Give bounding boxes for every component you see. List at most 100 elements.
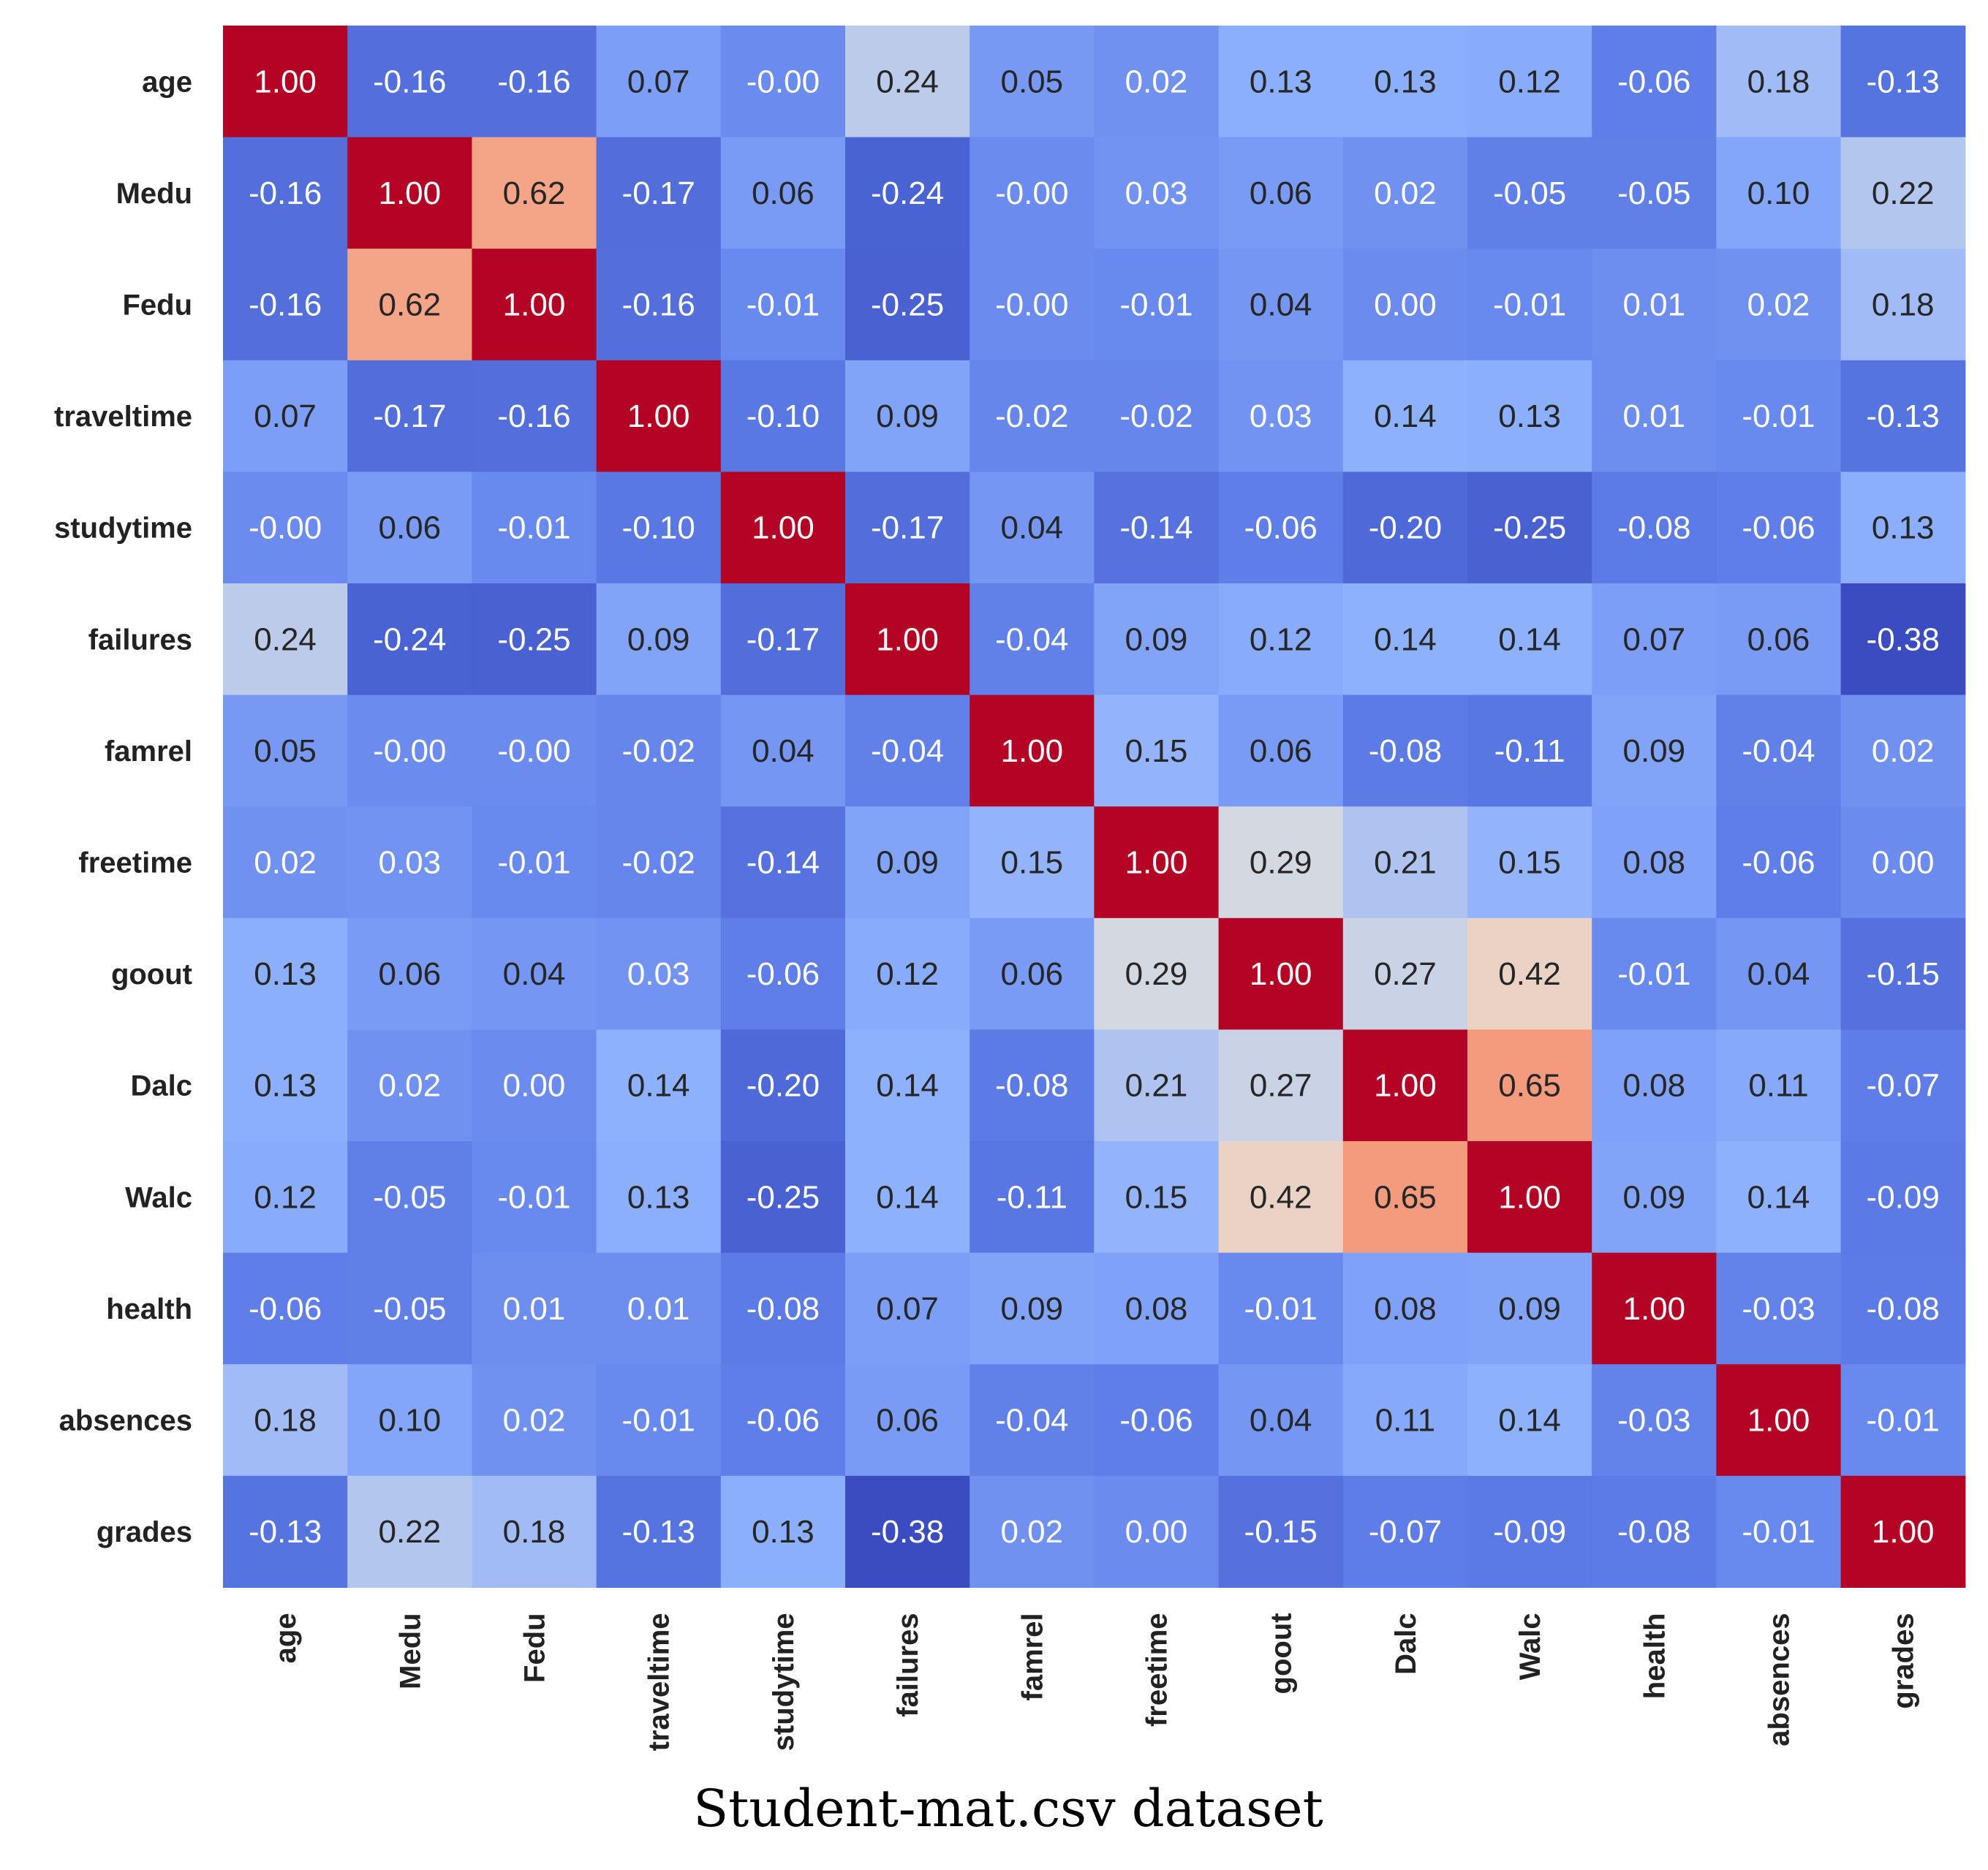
heatmap-cell-goout-Fedu: [472, 917, 597, 1030]
cell-value-age-freetime: 0.02: [1125, 64, 1188, 99]
row-label-failures: failures: [88, 624, 192, 656]
column-label-famrel: famrel: [1016, 1613, 1048, 1700]
heatmap-cell-goout-freetime: [1094, 917, 1220, 1030]
cell-value-health-studytime: -0.08: [747, 1291, 820, 1327]
cell-value-failures-studytime: -0.17: [747, 621, 820, 657]
row-label-age: age: [142, 66, 192, 98]
heatmap-cell-age-Dalc: [1342, 26, 1468, 138]
heatmap-cell-traveltime-grades: [1840, 360, 1966, 472]
cell-value-freetime-age: 0.02: [254, 845, 317, 881]
heatmap-cell-Dalc-Dalc: [1342, 1029, 1468, 1142]
cell-value-Dalc-Medu: 0.02: [378, 1068, 441, 1104]
heatmap-cell-Walc-grades: [1840, 1141, 1966, 1254]
cell-value-failures-failures: 1.00: [876, 621, 939, 657]
cell-value-traveltime-health: 0.01: [1622, 398, 1685, 434]
cell-value-famrel-Medu: -0.00: [373, 733, 446, 769]
cell-value-goout-grades: -0.15: [1867, 956, 1940, 992]
cell-value-goout-Walc: 0.42: [1498, 956, 1561, 992]
heatmap-cell-Fedu-Walc: [1467, 249, 1592, 361]
cell-value-Medu-traveltime: -0.17: [622, 175, 695, 211]
cell-value-famrel-age: 0.05: [254, 733, 317, 769]
heatmap-cell-Dalc-absences: [1716, 1029, 1842, 1142]
heatmap-cell-freetime-studytime: [720, 806, 846, 919]
heatmap-cell-grades-Medu: [347, 1475, 472, 1588]
cell-value-goout-traveltime: 0.03: [627, 956, 690, 992]
cell-value-Fedu-famrel: -0.00: [995, 287, 1068, 323]
cell-value-Dalc-absences: 0.11: [1748, 1068, 1808, 1104]
heatmap-cell-absences-failures: [845, 1364, 970, 1477]
heatmap-cell-traveltime-absences: [1716, 360, 1842, 472]
cell-value-studytime-absences: -0.06: [1742, 510, 1815, 546]
heatmap-cell-absences-studytime: [720, 1364, 846, 1477]
cell-value-traveltime-Medu: -0.17: [373, 398, 446, 434]
cell-value-goout-studytime: -0.06: [747, 956, 820, 992]
heatmap-cell-goout-grades: [1840, 917, 1966, 1030]
heatmap-cell-famrel-Medu: [347, 694, 472, 807]
cell-value-freetime-Fedu: -0.01: [497, 845, 570, 881]
heatmap-cell-freetime-Fedu: [472, 806, 597, 919]
cell-value-grades-freetime: 0.00: [1125, 1514, 1188, 1550]
heatmap-cell-Fedu-traveltime: [596, 249, 722, 361]
heatmap-cell-Medu-grades: [1840, 137, 1966, 249]
cell-value-studytime-Dalc: -0.20: [1369, 510, 1442, 546]
heatmap-cell-absences-goout: [1218, 1364, 1344, 1477]
cell-value-grades-Dalc: -0.07: [1369, 1514, 1442, 1550]
cell-value-age-health: -0.06: [1617, 64, 1690, 99]
heatmap-cell-studytime-studytime: [720, 472, 846, 584]
cell-value-traveltime-freetime: -0.02: [1119, 398, 1193, 434]
cell-value-freetime-absences: -0.06: [1742, 845, 1815, 881]
column-label-absences: absences: [1764, 1613, 1796, 1746]
heatmap-cell-goout-famrel: [970, 917, 1095, 1030]
cell-value-Medu-failures: -0.24: [871, 175, 944, 211]
row-label-Fedu: Fedu: [122, 289, 192, 322]
cell-value-failures-age: 0.24: [254, 621, 317, 657]
cell-value-grades-Fedu: 0.18: [503, 1514, 566, 1550]
cell-value-failures-freetime: 0.09: [1125, 621, 1188, 657]
heatmap-cell-Walc-Fedu: [472, 1141, 597, 1254]
cell-value-grades-goout: -0.15: [1244, 1514, 1318, 1550]
cell-value-famrel-grades: 0.02: [1872, 733, 1935, 769]
row-label-Dalc: Dalc: [131, 1070, 193, 1102]
heatmap-cell-failures-Fedu: [472, 583, 597, 696]
cell-value-studytime-freetime: -0.14: [1119, 510, 1193, 546]
cell-value-goout-Medu: 0.06: [378, 956, 441, 992]
cell-value-failures-absences: 0.06: [1747, 621, 1810, 657]
heatmap-cell-health-studytime: [720, 1252, 846, 1365]
cell-value-health-failures: 0.07: [876, 1291, 939, 1327]
heatmap-cell-age-failures: [845, 26, 970, 138]
heatmap-cell-Medu-Walc: [1467, 137, 1592, 249]
cell-value-Dalc-studytime: -0.20: [747, 1068, 820, 1104]
heatmap-cell-Medu-Medu: [347, 137, 472, 249]
cell-value-traveltime-goout: 0.03: [1250, 398, 1312, 434]
cell-value-Dalc-famrel: -0.08: [995, 1068, 1068, 1104]
heatmap-cell-Walc-absences: [1716, 1141, 1842, 1254]
heatmap-cell-Medu-failures: [845, 137, 970, 249]
cell-value-grades-traveltime: -0.13: [622, 1514, 695, 1550]
cell-value-age-famrel: 0.05: [1000, 64, 1063, 99]
heatmap-cell-famrel-Dalc: [1342, 694, 1468, 807]
heatmap-cell-goout-Walc: [1467, 917, 1592, 1030]
cell-value-health-goout: -0.01: [1244, 1291, 1318, 1327]
cell-value-Fedu-absences: 0.02: [1747, 287, 1810, 323]
cell-value-Medu-studytime: 0.06: [752, 175, 815, 211]
heatmap-cell-freetime-age: [223, 806, 348, 919]
cell-value-Dalc-freetime: 0.21: [1125, 1068, 1188, 1104]
heatmap-cell-Fedu-Medu: [347, 249, 472, 361]
heatmap-cell-Fedu-failures: [845, 249, 970, 361]
cell-value-health-Medu: -0.05: [373, 1291, 446, 1327]
cell-value-Fedu-studytime: -0.01: [747, 287, 820, 323]
heatmap-cell-studytime-age: [223, 472, 348, 584]
heatmap-cell-Walc-studytime: [720, 1141, 846, 1254]
cell-value-goout-freetime: 0.29: [1125, 956, 1188, 992]
column-label-freetime: freetime: [1141, 1613, 1173, 1727]
heatmap-cell-failures-age: [223, 583, 348, 696]
row-label-freetime: freetime: [78, 847, 192, 879]
heatmap-cell-Walc-famrel: [970, 1141, 1095, 1254]
heatmap-cell-Dalc-goout: [1218, 1029, 1344, 1142]
cell-value-freetime-traveltime: -0.02: [622, 845, 695, 881]
cell-value-absences-absences: 1.00: [1747, 1403, 1810, 1439]
heatmap-cell-studytime-freetime: [1094, 472, 1220, 584]
heatmap-cell-grades-famrel: [970, 1475, 1095, 1588]
heatmap-cell-traveltime-famrel: [970, 360, 1095, 472]
heatmap-cell-Fedu-famrel: [970, 249, 1095, 361]
